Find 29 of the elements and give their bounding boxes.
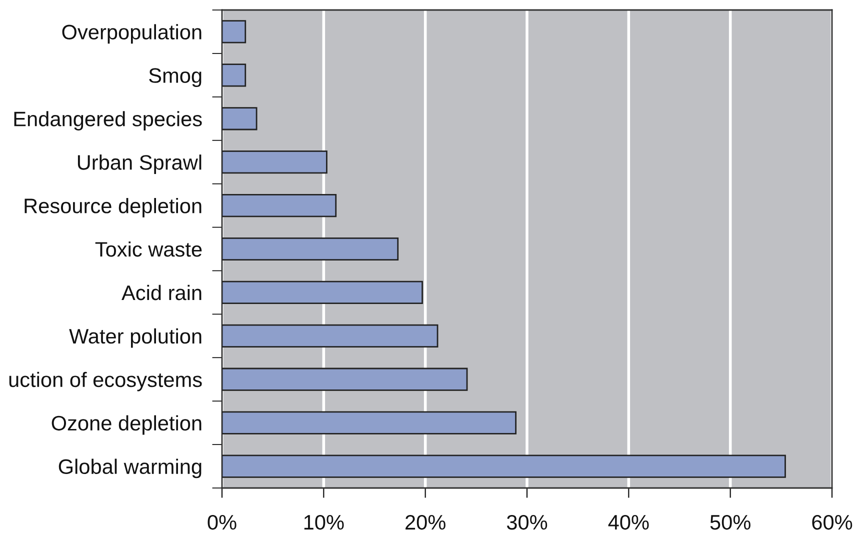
y-tick-label: Overpopulation — [62, 24, 202, 44]
x-tick-label: 30% — [506, 514, 548, 530]
y-tick-label: uction of ecosystems — [9, 372, 202, 392]
y-tick-label: Water polution — [69, 328, 202, 348]
y-tick-label: Resource depletion — [24, 198, 202, 218]
x-tick-label: 50% — [710, 514, 750, 530]
bar — [222, 368, 468, 391]
x-tick-label: 20% — [406, 514, 446, 530]
bar — [222, 454, 786, 478]
x-tick-label: 0% — [208, 514, 236, 530]
bar — [222, 64, 246, 87]
y-tick-label: Acid rain — [122, 284, 202, 300]
y-tick-label: Endangered species — [14, 111, 202, 131]
y-tick-label: Smog — [149, 68, 202, 88]
bar — [222, 20, 246, 44]
bar — [222, 280, 423, 304]
bar — [222, 411, 517, 434]
bar — [222, 324, 438, 348]
x-tick-label: 60% — [812, 514, 852, 530]
bar — [222, 237, 399, 261]
x-tick-label: 10% — [304, 514, 344, 530]
y-tick-label: Ozone depletion — [52, 415, 202, 435]
bar — [222, 150, 328, 174]
bar — [222, 107, 258, 130]
bar — [222, 194, 337, 218]
y-tick-label: Urban Sprawl — [78, 154, 202, 174]
x-tick-label: 40% — [608, 514, 649, 530]
y-tick-label: Toxic waste — [95, 241, 202, 257]
y-tick-label: Global warming — [58, 458, 202, 478]
